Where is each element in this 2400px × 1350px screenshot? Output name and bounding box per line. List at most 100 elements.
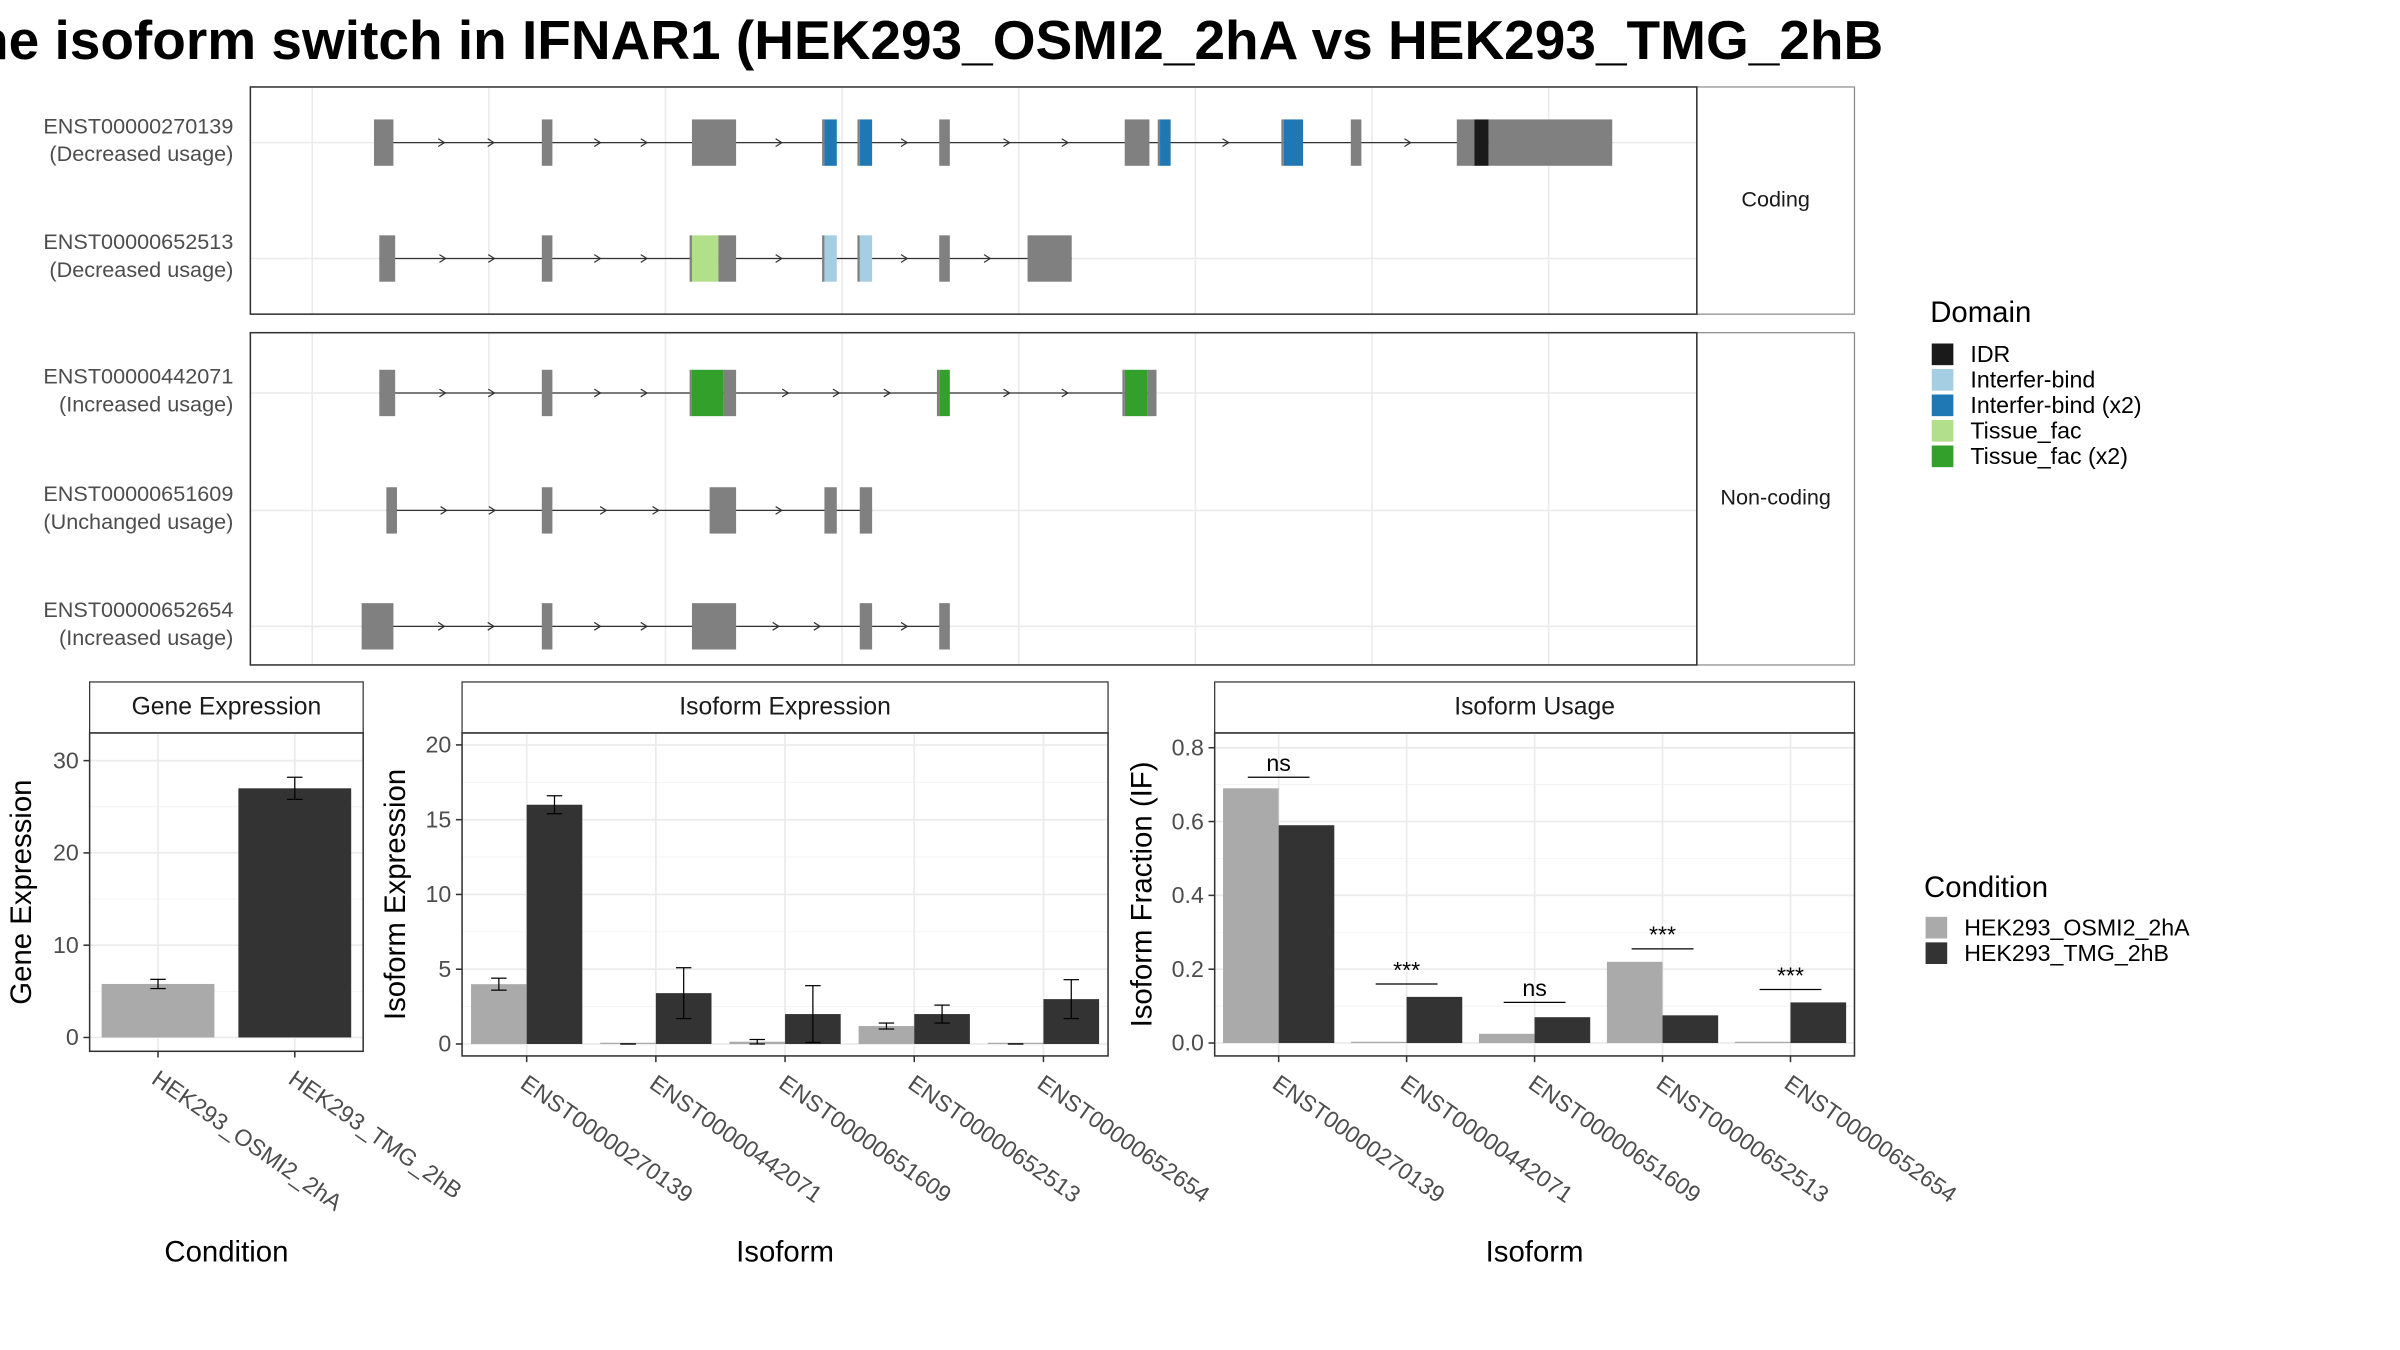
structure-panel-border — [249, 86, 1698, 315]
exon — [939, 235, 950, 282]
exon — [939, 603, 950, 650]
y-tick-label: 5 — [438, 956, 451, 982]
x-axis-title: Condition — [164, 1235, 288, 1268]
direction-arrow — [900, 138, 909, 147]
domain-exon — [859, 235, 873, 282]
exon — [824, 487, 837, 534]
exon — [723, 369, 737, 417]
exon — [379, 369, 396, 417]
direction-arrow — [593, 621, 602, 631]
domain-legend-swatch — [1931, 369, 1954, 391]
y-tick-label: 30 — [53, 747, 79, 773]
direction-arrow — [900, 621, 909, 631]
bar — [1223, 788, 1279, 1044]
isoform-expression-panel: Isoform Expression05101520ENST0000027013… — [379, 681, 1215, 1268]
transcript-id-label: ENST00000651609 — [43, 481, 233, 506]
bar — [1278, 825, 1335, 1044]
domain-exon — [1474, 119, 1489, 166]
domain-legend-title: Domain — [1930, 296, 2031, 329]
direction-arrow — [640, 138, 649, 147]
exon-edge — [1122, 369, 1125, 417]
significance-label: *** — [1777, 962, 1804, 988]
bar — [471, 984, 527, 1044]
direction-arrow — [775, 254, 783, 263]
condition-legend-swatch — [1925, 942, 1948, 964]
transcript-id-label: ENST00000652654 — [43, 597, 233, 622]
exon-edge — [857, 235, 860, 282]
direction-arrow — [652, 506, 660, 515]
isoform-usage-panel: Isoform Usage 0.0 0.2 0.4 0.6 0.8 ns *** ns *** **… — [1125, 681, 1962, 1268]
bar — [1606, 961, 1663, 1044]
domain-exon — [1124, 369, 1148, 417]
direction-arrow — [439, 254, 447, 263]
direction-arrow — [640, 621, 649, 631]
direction-arrow — [593, 254, 602, 263]
domain-legend-swatch — [1931, 343, 1954, 366]
direction-arrow — [1003, 388, 1011, 398]
direction-arrow — [1003, 138, 1011, 147]
direction-arrow — [599, 506, 608, 515]
transcript-usage-label: (Decreased usage) — [49, 141, 233, 166]
strip-label: Non-coding — [1720, 485, 1831, 510]
direction-arrow — [900, 254, 909, 263]
exon — [709, 487, 737, 534]
direction-arrow — [593, 388, 602, 398]
condition-legend-label: HEK293_OSMI2_2hA — [1964, 914, 2190, 940]
domain-exon — [824, 235, 837, 282]
y-tick-label: 20 — [425, 732, 451, 758]
panel-strip-title: Isoform Expression — [679, 694, 891, 721]
exon — [379, 235, 396, 282]
figure-title: he isoform switch in IFNAR1 (HEK293_OSMI… — [0, 9, 1884, 71]
bar — [1534, 1017, 1591, 1044]
domain-exon — [691, 235, 719, 282]
significance-label: *** — [1393, 957, 1420, 983]
transcript-usage-label: (Increased usage) — [59, 392, 233, 417]
structure-panel-bg — [250, 332, 1697, 665]
domain-legend-label: IDR — [1970, 341, 2010, 367]
direction-arrow — [775, 506, 783, 515]
structure-panel-border — [249, 331, 1698, 666]
domain-exon — [939, 369, 950, 417]
domain-legend-swatch — [1931, 394, 1954, 417]
exon-edge — [1472, 119, 1475, 166]
domain-legend-swatch — [1931, 445, 1954, 468]
bar — [1406, 996, 1463, 1044]
x-axis-title: Isoform — [736, 1235, 834, 1268]
direction-arrow — [488, 506, 497, 515]
exon — [691, 603, 737, 650]
exon-edge — [936, 369, 940, 417]
bar — [1662, 1015, 1719, 1044]
exon — [859, 603, 873, 650]
y-tick-label: 0 — [66, 1024, 79, 1050]
bar — [1350, 1041, 1407, 1044]
panel-border — [88, 732, 364, 1053]
direction-arrow — [640, 388, 649, 398]
direction-arrow — [640, 254, 649, 263]
y-tick-label: 0.6 — [1172, 808, 1204, 834]
bar — [858, 1026, 915, 1044]
exon-edge — [822, 119, 825, 166]
domain-exon — [1160, 119, 1171, 166]
exon-edge — [822, 235, 825, 282]
exon — [1027, 235, 1072, 282]
significance-label: ns — [1522, 975, 1546, 1001]
bar — [1790, 1002, 1847, 1044]
panel-border — [1213, 732, 1856, 1057]
exon — [939, 119, 950, 166]
transcript-structure-plot: Coding ENST00000270139 (Decreased usage) EN… — [43, 86, 1856, 666]
exon — [373, 119, 394, 166]
y-tick-label: 0 — [438, 1031, 451, 1057]
exon — [541, 487, 553, 534]
y-axis-title: Isoform Expression — [379, 769, 412, 1020]
exon — [1124, 119, 1150, 166]
exon — [859, 487, 873, 534]
direction-arrow — [1404, 138, 1412, 147]
domain-legend-label: Tissue_fac — [1970, 418, 2081, 444]
x-axis-title: Isoform — [1486, 1235, 1584, 1268]
direction-arrow — [1061, 138, 1070, 147]
y-tick-label: 20 — [53, 840, 79, 866]
strip-box — [1696, 86, 1856, 315]
direction-arrow — [487, 138, 496, 147]
